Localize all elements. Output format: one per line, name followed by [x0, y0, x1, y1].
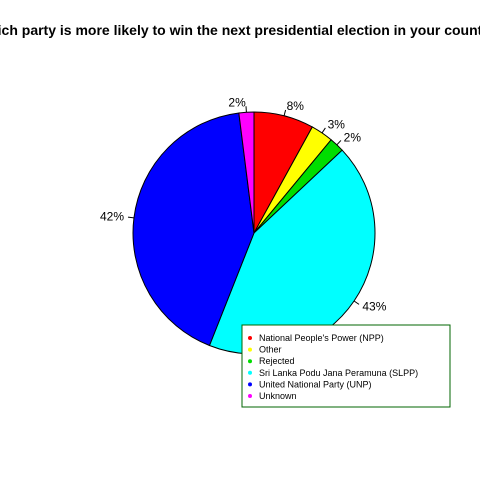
chart-title: Which party is more likely to win the ne… — [0, 22, 480, 38]
slice-percent-label: 8% — [287, 99, 305, 113]
legend-swatch — [248, 370, 252, 375]
label-tick — [321, 127, 326, 134]
label-tick — [336, 140, 342, 146]
legend-label: Unknown — [259, 391, 297, 401]
slice-percent-label: 3% — [328, 118, 346, 132]
slice-percent-label: 42% — [100, 210, 124, 224]
slice-percent-label: 2% — [228, 95, 246, 109]
legend-swatch — [248, 336, 252, 340]
pie-slices — [132, 111, 376, 355]
pie-labels: 8%3%2%43%42%2% — [100, 95, 387, 313]
legend-label: National People's Power (NPP) — [259, 333, 384, 343]
legend-label: United National Party (UNP) — [259, 379, 372, 389]
pie-slice — [132, 112, 255, 347]
label-tick — [283, 109, 287, 116]
legend-label: Sri Lanka Podu Jana Peramuna (SLPP) — [259, 368, 418, 378]
legend-swatch — [248, 394, 252, 398]
legend-label: Rejected — [259, 356, 295, 366]
label-tick — [127, 216, 135, 219]
legend-swatch — [248, 359, 252, 364]
legend-box — [241, 324, 451, 408]
legend-swatch — [248, 382, 252, 387]
legend-label: Other — [259, 345, 282, 355]
legend-swatch — [248, 347, 252, 352]
legend: National People's Power (NPP) OtherReject… — [241, 324, 451, 408]
slice-percent-label: 2% — [344, 131, 362, 145]
label-tick — [353, 300, 360, 305]
slice-percent-label: 43% — [362, 300, 386, 314]
